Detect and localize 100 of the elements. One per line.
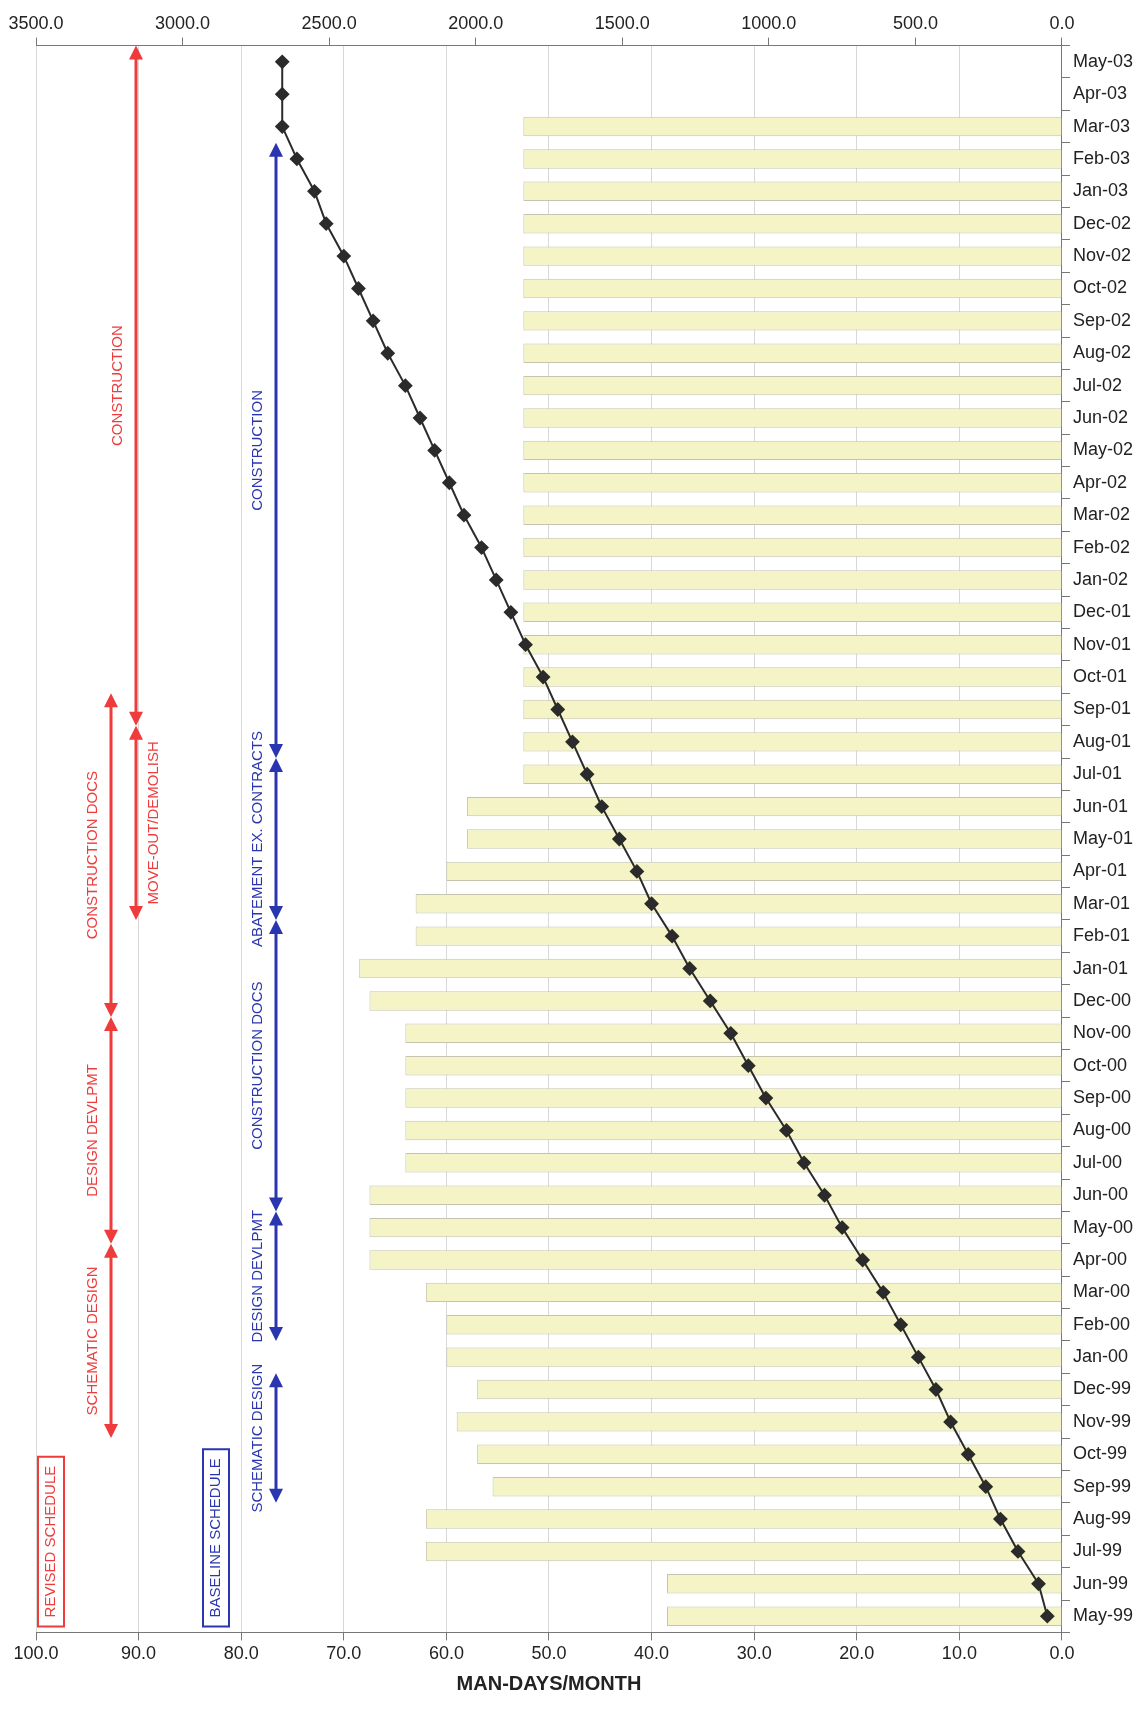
y-tick-label: May-00	[1072, 1216, 1134, 1237]
x-tick-label: 80.0	[223, 1643, 259, 1664]
y-tick-label: Feb-03	[1072, 147, 1131, 168]
point	[565, 734, 580, 749]
point	[876, 1285, 891, 1300]
y-tick-label: Dec-01	[1072, 601, 1132, 622]
x-tick-label: 10.0	[941, 1643, 977, 1664]
y-tick-label: Dec-00	[1072, 989, 1132, 1010]
point	[893, 1317, 908, 1332]
y-tick-label: Jul-01	[1072, 763, 1123, 784]
point	[629, 864, 644, 879]
point	[665, 929, 680, 944]
y-tick-label: May-99	[1072, 1605, 1134, 1626]
point	[758, 1091, 773, 1106]
y-tick-label: Mar-02	[1072, 504, 1130, 525]
x-tick-label: 50.0	[531, 1643, 567, 1664]
y-tick-label: Jun-99	[1072, 1572, 1129, 1593]
annotation: MOVE-OUT/DEMOLISH	[144, 741, 162, 905]
point	[366, 313, 381, 328]
point	[413, 411, 428, 426]
annotation: REVISED SCHEDULE	[41, 1465, 59, 1618]
point	[489, 572, 504, 587]
y-tick-label: Jan-00	[1072, 1346, 1129, 1367]
x-axis-title: MAN-DAYS/MONTH	[456, 1671, 642, 1694]
point	[580, 767, 595, 782]
point	[319, 216, 334, 231]
point	[644, 896, 659, 911]
point	[797, 1155, 812, 1170]
point	[682, 961, 697, 976]
y-tick-label: Jan-02	[1072, 568, 1129, 589]
point	[536, 670, 551, 685]
y-tick-label: Jan-01	[1072, 957, 1129, 978]
y-tick-label: Feb-01	[1072, 925, 1131, 946]
point	[723, 1026, 738, 1041]
y-tick-label: Jun-01	[1072, 795, 1129, 816]
y-tick-label: Dec-99	[1072, 1378, 1132, 1399]
x-tick-label: 90.0	[121, 1643, 157, 1664]
y-tick-label: Apr-01	[1072, 860, 1128, 881]
x-tick-label: 100.0	[13, 1643, 59, 1664]
x2-tick-label: 1500.0	[594, 12, 650, 33]
point	[275, 119, 290, 134]
x2-tick-label: 2000.0	[448, 12, 504, 33]
point	[855, 1252, 870, 1267]
x-tick-label: 0.0	[1049, 1643, 1075, 1664]
x-tick-label: 60.0	[428, 1643, 464, 1664]
y-tick-label: Oct-02	[1072, 277, 1128, 298]
annotation: SCHEMATIC DESIGN	[248, 1363, 266, 1513]
x2-tick-label: 1000.0	[741, 12, 797, 33]
annotation: DESIGN DEVLPMT	[248, 1209, 266, 1343]
point	[993, 1512, 1008, 1527]
point	[612, 832, 627, 846]
y-tick-label: Mar-03	[1072, 115, 1130, 136]
y-tick-label: Feb-02	[1072, 536, 1131, 557]
y-tick-label: May-01	[1072, 827, 1134, 848]
y-tick-label: May-02	[1072, 439, 1134, 460]
annotation: BASELINE SCHEDULE	[206, 1458, 224, 1618]
y-tick-label: Sep-99	[1072, 1475, 1132, 1496]
point	[518, 637, 533, 652]
annotation: SCHEMATIC DESIGN	[83, 1266, 101, 1416]
y-tick-label: Aug-01	[1072, 730, 1132, 751]
x2-tick-label: 3500.0	[8, 12, 64, 33]
y-tick-label: Jul-02	[1072, 374, 1123, 395]
y-tick-label: Apr-02	[1072, 471, 1128, 492]
point	[911, 1350, 926, 1365]
point	[1040, 1609, 1055, 1624]
point	[961, 1447, 976, 1462]
y-tick-label: Aug-99	[1072, 1508, 1132, 1529]
point	[978, 1479, 993, 1494]
point	[835, 1220, 850, 1235]
y-tick-label: Apr-00	[1072, 1248, 1128, 1269]
annotation: ABATEMENT EX. CONTRACTS	[248, 730, 266, 948]
y-tick-label: Nov-00	[1072, 1022, 1132, 1043]
point	[427, 443, 442, 458]
point	[503, 605, 518, 620]
y-tick-label: Oct-01	[1072, 666, 1128, 687]
point	[442, 475, 457, 490]
y-tick-label: Nov-02	[1072, 245, 1132, 266]
y-tick-label: Jun-02	[1072, 406, 1129, 427]
point	[703, 993, 718, 1008]
y-tick-label: Jul-00	[1072, 1151, 1123, 1172]
y-tick-label: Apr-03	[1072, 83, 1128, 104]
point	[817, 1188, 832, 1203]
point	[456, 508, 471, 523]
point	[943, 1414, 958, 1429]
x-tick-label: 70.0	[326, 1643, 362, 1664]
y-tick-label: Jun-00	[1072, 1184, 1129, 1205]
y-tick-label: Oct-99	[1072, 1443, 1128, 1464]
x-tick-label: 20.0	[839, 1643, 875, 1664]
point	[1011, 1544, 1026, 1559]
x2-tick-label: 500.0	[892, 12, 938, 33]
annotation: CONSTRUCTION	[248, 389, 266, 511]
point	[398, 378, 413, 393]
y-tick-label: Aug-02	[1072, 342, 1132, 363]
point	[351, 281, 366, 296]
y-tick-label: Sep-00	[1072, 1087, 1132, 1108]
y-tick-label: Nov-01	[1072, 633, 1132, 654]
point	[928, 1382, 943, 1397]
x-tick-label: 40.0	[634, 1643, 670, 1664]
point	[289, 151, 304, 166]
y-tick-label: Sep-01	[1072, 698, 1132, 719]
